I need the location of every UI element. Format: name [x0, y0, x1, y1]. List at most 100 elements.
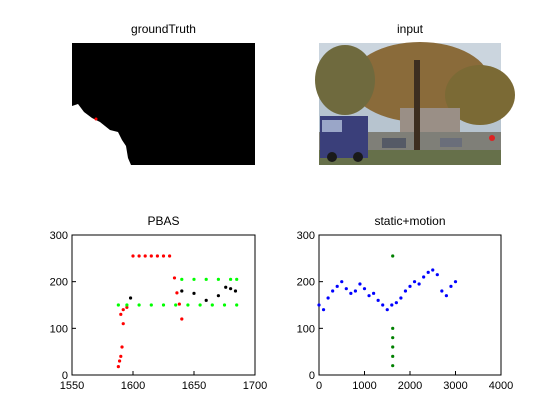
input-title: input: [396, 22, 424, 36]
static-motion-point: [390, 303, 394, 307]
pbas-point: [204, 277, 208, 281]
static-motion-point: [349, 291, 353, 295]
pbas-point: [121, 308, 125, 312]
pbas-point: [161, 303, 166, 307]
static-motion-point: [331, 289, 335, 293]
static-motion-point: [376, 298, 380, 302]
pbas-chart-title: PBAS: [147, 214, 180, 228]
pbas-point: [235, 303, 239, 307]
static-motion-point: [317, 303, 321, 307]
pbas-point: [149, 303, 153, 307]
static-motion-point: [391, 336, 395, 340]
static-motion-point: [435, 273, 439, 277]
static-motion-point: [431, 268, 435, 272]
static-motion-point: [391, 326, 395, 330]
static-motion-point: [344, 287, 348, 291]
pbas-point: [192, 291, 196, 295]
pbas-point: [116, 365, 120, 369]
static-motion-point: [391, 354, 395, 358]
pbas-point: [229, 287, 233, 291]
pbas-point: [229, 277, 233, 281]
static-motion-point: [422, 275, 426, 279]
static-motion-x-tick-label: 3000: [443, 380, 467, 392]
pbas-point: [204, 298, 208, 302]
pbas-point: [192, 277, 196, 281]
static-motion-y-tick-label: 0: [309, 370, 315, 382]
pbas-point: [143, 254, 147, 258]
pbas-x-tick-label: 1650: [182, 380, 206, 392]
static-motion-point: [335, 284, 339, 288]
static-motion-point: [449, 284, 453, 288]
pbas-point: [235, 277, 239, 281]
static-motion-point: [426, 270, 430, 274]
pbas-point: [175, 291, 179, 295]
static-motion-point: [417, 282, 421, 286]
pbas-point: [116, 303, 120, 307]
pbas-y-tick-label: 0: [62, 370, 68, 382]
pbas-point: [131, 254, 135, 258]
pbas-point: [216, 277, 220, 281]
pbas-point: [137, 303, 141, 307]
static-motion-point: [399, 296, 403, 300]
pbas-point: [128, 296, 133, 300]
static-motion-point: [444, 294, 448, 298]
pbas-point: [168, 254, 172, 258]
static-motion-x-tick-label: 1000: [352, 380, 376, 392]
pbas-point: [222, 303, 227, 307]
static-motion-point: [358, 282, 362, 286]
pbas-point: [180, 277, 184, 281]
pbas-x-tick-label: 1600: [121, 380, 145, 392]
pbas-point: [155, 254, 159, 258]
pbas-point: [177, 302, 181, 306]
pbas-y-tick-label: 200: [50, 277, 68, 289]
static-motion-point: [321, 308, 326, 312]
static-motion-point: [326, 296, 330, 300]
pbas-x-tick-label: 1550: [60, 380, 84, 392]
static-motion-y-tick-label: 200: [297, 277, 315, 289]
static-motion-point: [385, 308, 389, 312]
ground-truth-title: groundTruth: [131, 22, 196, 36]
static-motion-point: [403, 289, 408, 293]
static-motion-x-tick-label: 0: [316, 380, 322, 392]
static-motion-point: [362, 287, 367, 291]
static-motion-x-tick-label: 4000: [489, 380, 513, 392]
pbas-point: [198, 303, 202, 307]
pbas-point: [180, 289, 184, 293]
pbas-point: [216, 294, 220, 298]
static-motion-point: [391, 254, 395, 258]
pbas-point: [233, 289, 238, 293]
pbas-point: [174, 303, 178, 307]
static-motion-chart-title: static+motion: [374, 214, 446, 228]
static-motion-y-tick-label: 100: [297, 323, 315, 335]
pbas-point: [186, 303, 190, 307]
pbas-point: [120, 345, 124, 349]
pbas-point: [224, 285, 228, 289]
static-motion-point: [394, 301, 398, 305]
static-motion-point: [391, 364, 395, 368]
pbas-point: [161, 254, 166, 258]
pbas-y-tick-label: 300: [50, 230, 68, 242]
static-motion-point: [408, 284, 412, 288]
pbas-point: [180, 317, 184, 321]
pbas-point: [137, 254, 141, 258]
pbas-point: [125, 303, 129, 307]
static-motion-point: [367, 294, 371, 298]
pbas-point: [121, 322, 125, 326]
pbas-point: [149, 254, 153, 258]
static-motion-x-tick-label: 2000: [398, 380, 422, 392]
pbas-point: [125, 305, 129, 309]
pbas-point: [172, 276, 177, 280]
static-motion-point: [372, 291, 376, 295]
pbas-point: [119, 312, 123, 316]
static-motion-point: [412, 280, 417, 284]
pbas-point: [117, 359, 122, 363]
pbas-x-tick-label: 1700: [243, 380, 267, 392]
static-motion-point: [453, 280, 458, 284]
static-motion-point: [381, 303, 385, 307]
pbas-point: [119, 354, 123, 358]
static-motion-ticks: 0 1000 2000 3000 4000 0 100 200 300: [297, 230, 514, 392]
static-motion-point: [440, 289, 444, 293]
pbas-y-tick-label: 100: [50, 323, 68, 335]
static-motion-point: [391, 345, 395, 349]
